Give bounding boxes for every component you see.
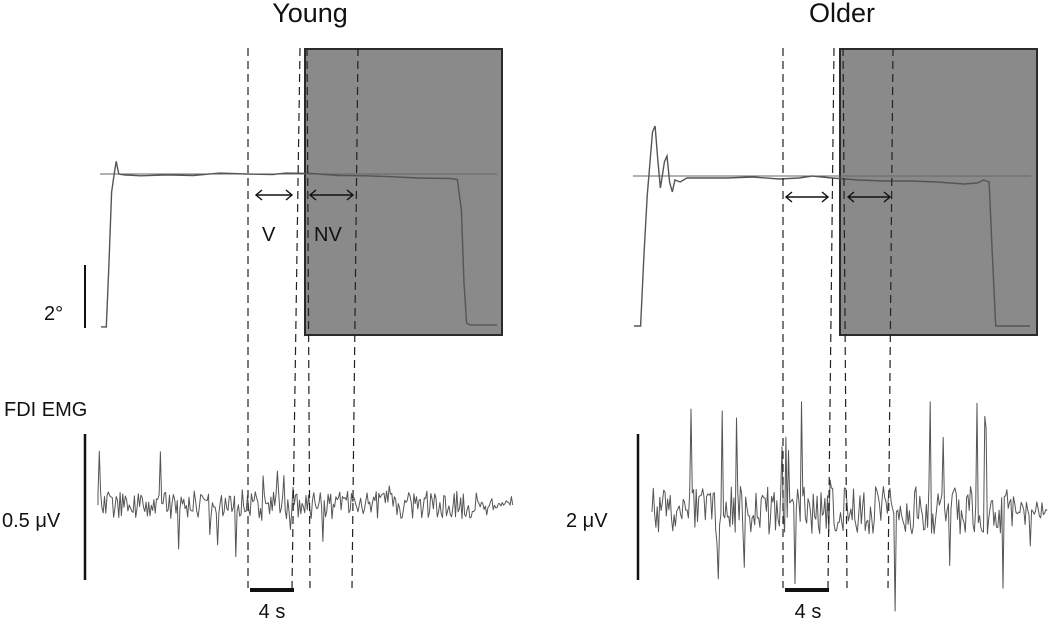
window-label-nv: NV <box>314 224 342 246</box>
window-dashed-lines-older <box>782 47 894 589</box>
window-dashed-lines-young <box>247 47 359 589</box>
panel-title-young: Young <box>272 0 348 28</box>
panel-young: Young 2° V NV FDI EMG 0.5 μV 4 s <box>2 0 514 623</box>
nonvisual-region-older <box>839 48 1038 336</box>
panel-title-older: Older <box>809 0 875 28</box>
emg-label: FDI EMG <box>4 399 87 421</box>
scale-bar-emg-label-young: 0.5 μV <box>2 510 61 532</box>
window-arrow-v-young <box>254 189 294 201</box>
window-arrow-nv-older <box>846 191 892 203</box>
time-bar-label-young: 4 s <box>259 601 286 623</box>
nonvisual-region-young <box>304 48 503 336</box>
window-label-v: V <box>262 224 276 246</box>
time-bar-label-older: 4 s <box>795 601 822 623</box>
position-trace-older <box>634 125 1030 327</box>
emg-trace-young <box>97 450 514 558</box>
scale-bar-emg-label-older: 2 μV <box>566 510 608 532</box>
panel-older: Older 2 μV 4 s <box>566 0 1048 623</box>
window-arrow-nv-young <box>308 189 355 201</box>
scale-bar-deg-label-young: 2° <box>44 303 63 325</box>
window-arrow-v-older <box>784 191 830 203</box>
emg-trace-older <box>651 401 1048 612</box>
position-trace-young <box>101 161 497 328</box>
